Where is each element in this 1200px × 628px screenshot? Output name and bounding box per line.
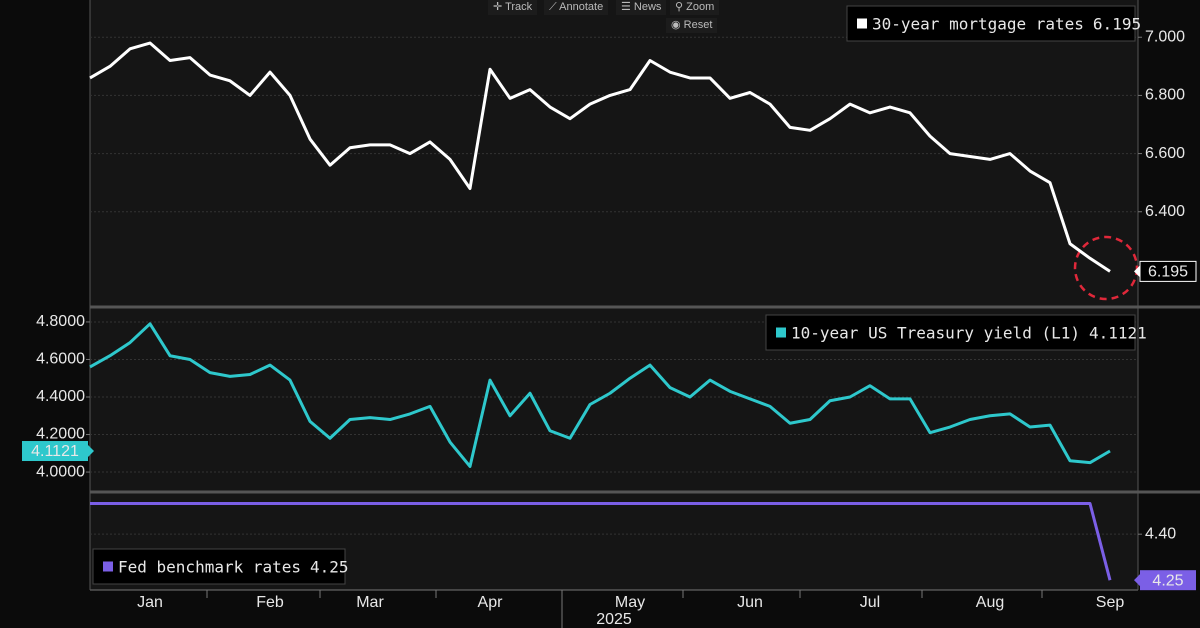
toolbar-button[interactable]: ⚲ Zoom (670, 0, 720, 15)
y-tick-label: 4.4000 (36, 388, 85, 405)
toolbar-label: Zoom (686, 1, 715, 13)
y-tick-label: 7.000 (1145, 28, 1185, 45)
x-tick-label: Jan (137, 594, 163, 611)
y-tick-label: 6.800 (1145, 87, 1185, 104)
toolbar-label: News (633, 1, 662, 13)
value-tag: 4.1121 (22, 441, 94, 462)
y-tick-label: 4.2000 (36, 426, 85, 443)
y-tick-label: 6.600 (1145, 145, 1185, 162)
plot-background (90, 0, 1138, 590)
legend-text: Fed benchmark rates 4.25 (118, 557, 349, 576)
legend-swatch (103, 561, 113, 572)
x-axis-year: 2025 (596, 611, 632, 628)
toolbar-label: Annotate (559, 1, 604, 13)
value-tag-label: 4.25 (1152, 572, 1183, 589)
legend-value: 4.25 (310, 557, 349, 576)
toolbar-button[interactable]: ☰ News (616, 0, 667, 15)
x-tick-label: Apr (478, 594, 504, 611)
series-line (90, 502, 1112, 581)
toolbar-button[interactable]: ✛ Track (488, 0, 538, 15)
legend-box (846, 5, 1136, 42)
legend-box (765, 314, 1136, 351)
y-tick-label: 4.40 (1145, 525, 1176, 542)
reset-button[interactable]: ◉ Reset (666, 18, 718, 33)
value-tag-box (22, 441, 88, 462)
value-tag: 4.25 (1134, 570, 1196, 591)
value-tag-label: 6.195 (1148, 264, 1188, 281)
legend-value: 4.1121 (1089, 323, 1147, 342)
legend-swatch (776, 327, 786, 338)
legend-box (92, 548, 346, 585)
x-tick-label: Sep (1096, 594, 1125, 611)
x-tick-label: Mar (356, 594, 384, 611)
legend-text: 10-year US Treasury yield (L1) 4.1121 (791, 323, 1147, 342)
value-tag-label: 4.1121 (31, 443, 79, 460)
legend-name: 10-year US Treasury yield (L1) (791, 323, 1080, 342)
x-tick-label: Aug (976, 594, 1004, 611)
value-tag-pointer (1134, 265, 1140, 278)
series-line (89, 41, 1111, 273)
x-tick-label: Jul (860, 594, 880, 611)
value-tag: 6.195 (1134, 260, 1197, 282)
month-ticks (206, 590, 1043, 628)
y-tick-label: 4.6000 (36, 351, 85, 368)
toolbar-button[interactable]: ⟋ Annotate (544, 0, 609, 15)
legend-swatch (857, 18, 867, 29)
value-tag-pointer (88, 445, 94, 458)
reset-label: Reset (683, 19, 713, 31)
series-line (89, 322, 1111, 468)
y-tick-label: 6.400 (1145, 203, 1185, 220)
x-tick-label: Feb (256, 594, 284, 611)
legend-name: Fed benchmark rates (118, 557, 301, 576)
toolbar-label: Track (505, 1, 533, 13)
x-tick-label: May (615, 594, 645, 611)
highlight-circle (1073, 235, 1139, 301)
value-tag-pointer (1134, 574, 1140, 587)
legend-value: 6.195 (1093, 14, 1141, 33)
y-tick-label: 4.8000 (36, 313, 85, 330)
legend-text: 30-year mortgage rates 6.195 (872, 14, 1141, 33)
x-tick-label: Jun (737, 594, 763, 611)
y-tick-label: 4.0000 (36, 463, 85, 480)
value-tag-box (1140, 570, 1196, 591)
legend-name: 30-year mortgage rates (872, 14, 1084, 33)
